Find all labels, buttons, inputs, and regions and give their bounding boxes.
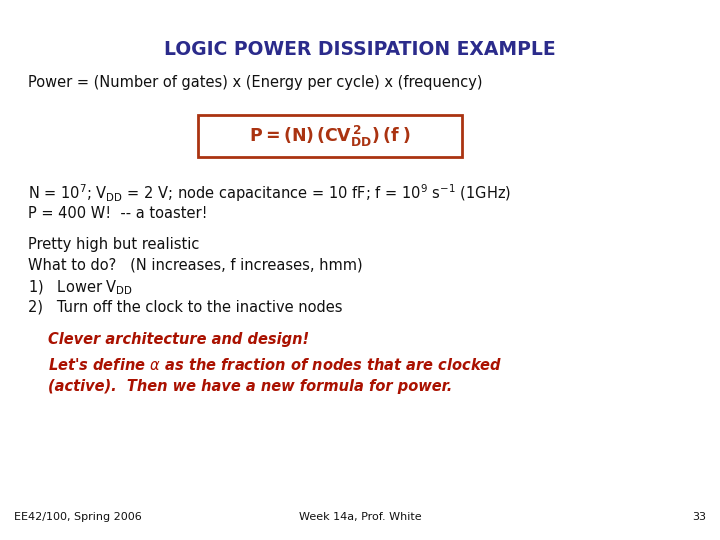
Text: Clever architecture and design!: Clever architecture and design! [48,332,309,347]
FancyBboxPatch shape [198,115,462,157]
Text: $\mathbf{P = (N)\,(CV_{DD}^{\,2})\,(f\;)}$: $\mathbf{P = (N)\,(CV_{DD}^{\,2})\,(f\;)… [249,124,411,149]
Text: Pretty high but realistic: Pretty high but realistic [28,237,199,252]
Text: EE42/100, Spring 2006: EE42/100, Spring 2006 [14,512,142,522]
Text: Week 14a, Prof. White: Week 14a, Prof. White [299,512,421,522]
Text: LOGIC POWER DISSIPATION EXAMPLE: LOGIC POWER DISSIPATION EXAMPLE [164,40,556,59]
Text: 2)   Turn off the clock to the inactive nodes: 2) Turn off the clock to the inactive no… [28,299,343,314]
Text: 33: 33 [692,512,706,522]
Text: N = 10$^7$; V$_{\mathregular{DD}}$ = 2 V; node capacitance = 10 fF; f = 10$^9$ s: N = 10$^7$; V$_{\mathregular{DD}}$ = 2 V… [28,182,511,204]
Text: Let's define $\alpha$ as the fraction of nodes that are clocked: Let's define $\alpha$ as the fraction of… [48,357,503,373]
Text: What to do?   (N increases, f increases, hmm): What to do? (N increases, f increases, h… [28,257,363,272]
Text: 1)   Lower V$_{\mathregular{DD}}$: 1) Lower V$_{\mathregular{DD}}$ [28,279,133,298]
Text: Power = (Number of gates) x (Energy per cycle) x (frequency): Power = (Number of gates) x (Energy per … [28,75,482,90]
Text: P = 400 W!  -- a toaster!: P = 400 W! -- a toaster! [28,206,207,221]
Text: (active).  Then we have a new formula for power.: (active). Then we have a new formula for… [48,379,452,394]
